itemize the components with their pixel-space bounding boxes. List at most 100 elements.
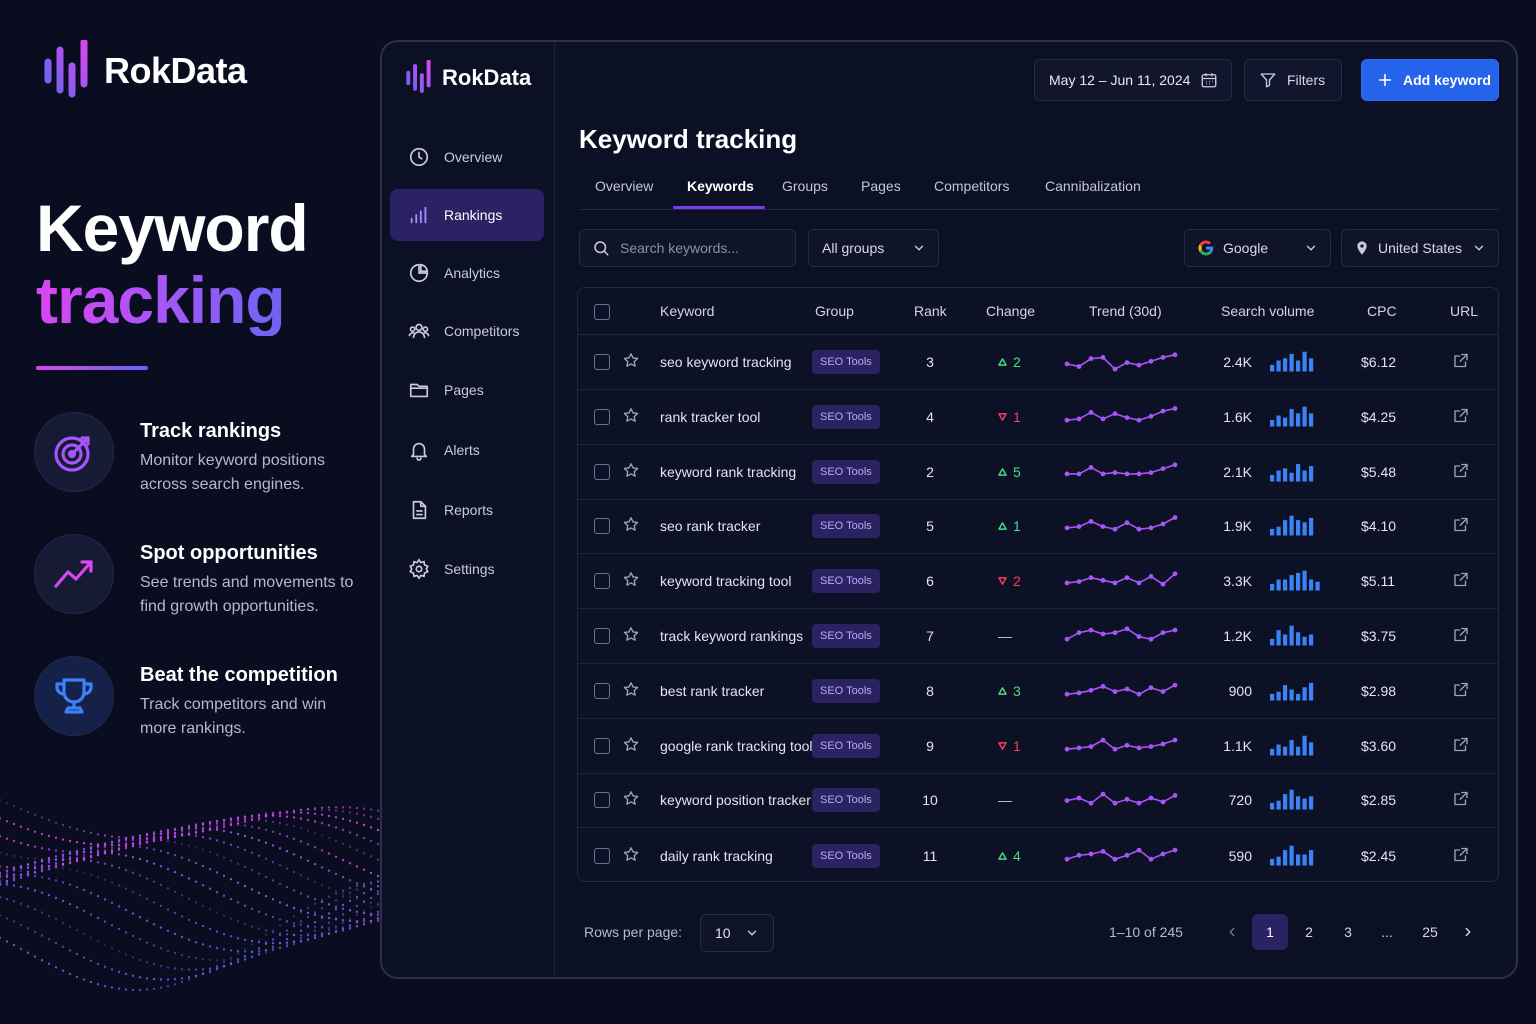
external-link-icon[interactable] [1452, 790, 1470, 811]
table-row[interactable]: google rank tracking tool SEO Tools 9 1 … [578, 719, 1498, 774]
star-icon[interactable] [622, 516, 640, 537]
filters-button[interactable]: Filters [1244, 59, 1342, 101]
row-checkbox[interactable] [594, 682, 610, 699]
pagination-page-3[interactable]: 3 [1344, 924, 1352, 940]
sidebar-brand[interactable]: RokData [406, 60, 531, 96]
change-cell: 5 [998, 464, 1021, 480]
sidebar-item-settings[interactable]: Settings [390, 543, 544, 595]
sidebar-item-competitors[interactable]: Competitors [390, 305, 544, 357]
external-link-icon[interactable] [1452, 845, 1470, 866]
table-row[interactable]: track keyword rankings SEO Tools 7 — 1.2… [578, 609, 1498, 664]
star-icon[interactable] [622, 461, 640, 482]
trend-sparkline [1063, 569, 1181, 594]
sidebar-item-rankings[interactable]: Rankings [390, 189, 544, 241]
table-row[interactable]: daily rank tracking SEO Tools 11 4 590 $… [578, 828, 1498, 883]
column-header-trend[interactable]: Trend (30d) [1089, 303, 1162, 319]
keyword-cell[interactable]: keyword rank tracking [660, 463, 797, 480]
keyword-cell[interactable]: daily rank tracking [660, 847, 773, 864]
pagination-next-button[interactable] [1450, 914, 1486, 950]
star-icon[interactable] [622, 626, 640, 647]
table-row[interactable]: keyword tracking tool SEO Tools 6 2 3.3K… [578, 554, 1498, 610]
star-icon[interactable] [622, 352, 640, 373]
sidebar-item-alerts[interactable]: Alerts [390, 424, 544, 476]
search-engine-select[interactable]: Google [1184, 229, 1331, 267]
change-value: 1 [1013, 518, 1021, 535]
sidebar-item-overview[interactable]: Overview [390, 131, 544, 183]
pagination-page-2[interactable]: 2 [1305, 924, 1313, 940]
cpc-cell: $3.60 [1361, 737, 1397, 754]
change-value: 2 [1013, 573, 1021, 590]
table-row[interactable]: keyword position tracker SEO Tools 10 — … [578, 773, 1498, 829]
table-row[interactable]: rank tracker tool SEO Tools 4 1 1.6K $4.… [578, 390, 1498, 445]
hero-brand: RokData [44, 40, 247, 102]
external-link-icon[interactable] [1452, 461, 1470, 482]
row-checkbox[interactable] [594, 628, 610, 644]
rank-cell: 11 [922, 847, 938, 864]
sidebar-item-pages[interactable]: Pages [390, 364, 544, 416]
date-range-picker[interactable]: May 12 – Jun 11, 2024 [1034, 59, 1232, 101]
star-icon[interactable] [622, 845, 640, 866]
external-link-icon[interactable] [1452, 680, 1470, 701]
star-icon[interactable] [622, 680, 640, 701]
row-checkbox[interactable] [594, 518, 610, 535]
row-checkbox[interactable] [594, 792, 610, 809]
rows-per-page-select[interactable]: 10 [700, 914, 774, 952]
star-icon[interactable] [622, 790, 640, 811]
table-row[interactable]: keyword rank tracking SEO Tools 2 5 2.1K… [578, 445, 1498, 500]
external-link-icon[interactable] [1452, 516, 1470, 537]
sidebar-item-reports[interactable]: Reports [390, 484, 544, 536]
group-select[interactable]: All groups [808, 229, 939, 267]
column-header-group[interactable]: Group [815, 303, 854, 319]
keyword-cell[interactable]: seo rank tracker [660, 518, 761, 535]
add-keyword-button[interactable]: Add keyword [1361, 59, 1499, 101]
sidebar: RokData Overview Rankings Analytics Comp… [382, 42, 555, 977]
tab-pages[interactable]: Pages [861, 178, 901, 194]
keyword-cell[interactable]: seo keyword tracking [660, 354, 792, 370]
column-header-search-volume[interactable]: Search volume [1221, 303, 1315, 319]
row-checkbox[interactable] [594, 408, 610, 425]
tab-overview[interactable]: Overview [595, 178, 654, 194]
table-row[interactable]: seo keyword tracking SEO Tools 3 2 2.4K … [578, 335, 1498, 390]
column-header-change[interactable]: Change [986, 303, 1036, 319]
pagination-page-25[interactable]: 25 [1422, 924, 1438, 940]
search-input[interactable]: Search keywords... [579, 229, 796, 267]
sidebar-item-label: Analytics [444, 265, 501, 281]
keyword-cell[interactable]: keyword tracking tool [660, 573, 792, 590]
sidebar-item-analytics[interactable]: Analytics [390, 247, 544, 299]
column-header-cpc[interactable]: CPC [1367, 303, 1397, 319]
external-link-icon[interactable] [1452, 735, 1470, 756]
keyword-cell[interactable]: google rank tracking tool [660, 737, 813, 754]
table-row[interactable]: best rank tracker SEO Tools 8 3 900 $2.9… [578, 664, 1498, 719]
rank-cell: 9 [926, 737, 934, 754]
select-all-checkbox[interactable] [594, 304, 610, 320]
external-link-icon[interactable] [1452, 571, 1470, 592]
table-row[interactable]: seo rank tracker SEO Tools 5 1 1.9K $4.1… [578, 499, 1498, 555]
keyword-cell[interactable]: rank tracker tool [660, 408, 761, 425]
row-checkbox[interactable] [594, 737, 610, 754]
keyword-cell[interactable]: best rank tracker [660, 682, 765, 699]
add-keyword-label: Add keyword [1403, 72, 1491, 88]
keyword-cell[interactable]: track keyword rankings [660, 628, 804, 644]
country-select[interactable]: United States [1341, 229, 1499, 267]
row-checkbox[interactable] [594, 847, 610, 864]
pagination-page-1[interactable]: 1 [1252, 914, 1288, 950]
keyword-cell[interactable]: keyword position tracker [660, 792, 811, 809]
tab-keywords[interactable]: Keywords [687, 178, 754, 194]
column-header-rank[interactable]: Rank [914, 303, 947, 319]
external-link-icon[interactable] [1452, 352, 1470, 373]
column-header-keyword[interactable]: Keyword [660, 303, 715, 319]
feature-title: Track rankings [140, 420, 282, 442]
external-link-icon[interactable] [1452, 626, 1470, 647]
tab-cannibalization[interactable]: Cannibalization [1045, 178, 1141, 194]
row-checkbox[interactable] [594, 463, 610, 480]
row-checkbox[interactable] [594, 573, 610, 590]
star-icon[interactable] [622, 406, 640, 427]
star-icon[interactable] [622, 571, 640, 592]
column-header-url[interactable]: URL [1450, 303, 1479, 319]
tab-groups[interactable]: Groups [782, 178, 828, 194]
external-link-icon[interactable] [1452, 406, 1470, 427]
tab-competitors[interactable]: Competitors [934, 178, 1010, 194]
star-icon[interactable] [622, 735, 640, 756]
row-checkbox[interactable] [594, 354, 610, 370]
pagination-prev-button[interactable] [1214, 914, 1250, 950]
